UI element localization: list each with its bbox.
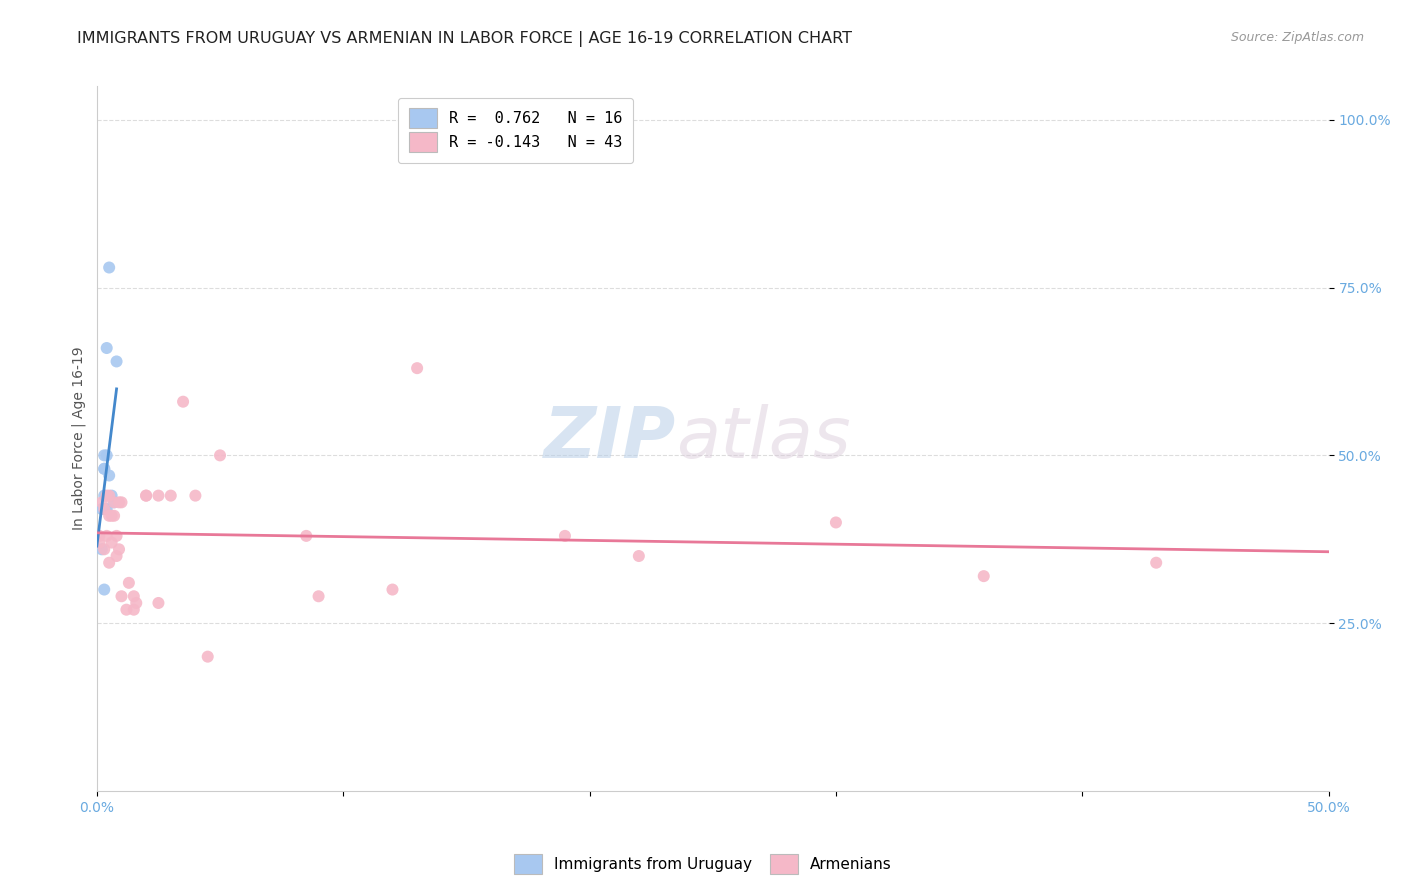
Point (98, 260, 121, 275)
Point (98, 489, 121, 503)
Point (93, 462, 115, 476)
Point (100, 489, 122, 503)
Point (98, 508, 121, 523)
Point (105, 549, 128, 563)
Point (110, 495, 132, 509)
Point (90, 542, 112, 557)
Text: atlas: atlas (676, 404, 851, 473)
Point (122, 589, 145, 603)
Point (108, 542, 131, 557)
Point (96, 341, 118, 355)
Point (103, 508, 125, 523)
Point (89, 529, 111, 543)
Point (96, 502, 118, 516)
Point (135, 489, 157, 503)
Point (135, 489, 157, 503)
Point (159, 489, 181, 503)
Point (93, 502, 115, 516)
Point (197, 649, 219, 664)
Point (93, 502, 115, 516)
Point (184, 489, 207, 503)
Point (98, 468, 121, 483)
Point (381, 582, 404, 597)
Point (105, 354, 128, 368)
Point (115, 603, 138, 617)
Y-axis label: In Labor Force | Age 16-19: In Labor Force | Age 16-19 (72, 347, 86, 531)
Point (100, 508, 122, 523)
Point (627, 549, 650, 563)
Point (406, 361, 429, 376)
Point (100, 535, 122, 549)
Point (96, 489, 118, 503)
Point (973, 569, 995, 583)
Point (93, 489, 115, 503)
Legend: Immigrants from Uruguay, Armenians: Immigrants from Uruguay, Armenians (508, 848, 898, 880)
Point (98, 556, 121, 570)
Point (96, 529, 118, 543)
Point (554, 529, 576, 543)
Point (208, 449, 231, 463)
Point (148, 596, 170, 610)
Point (90, 495, 112, 509)
Point (825, 516, 848, 530)
Point (110, 589, 132, 603)
Point (103, 495, 125, 509)
Point (118, 575, 141, 590)
Point (93, 542, 115, 557)
Legend: R =  0.762   N = 16, R = -0.143   N = 43: R = 0.762 N = 16, R = -0.143 N = 43 (398, 97, 633, 162)
Point (93, 462, 115, 476)
Point (108, 495, 131, 509)
Point (90, 502, 112, 516)
Point (148, 489, 170, 503)
Point (122, 603, 145, 617)
Point (308, 589, 330, 603)
Text: Source: ZipAtlas.com: Source: ZipAtlas.com (1230, 31, 1364, 45)
Point (103, 495, 125, 509)
Point (1144, 556, 1167, 570)
Text: ZIP: ZIP (544, 404, 676, 473)
Point (93, 449, 115, 463)
Point (295, 529, 318, 543)
Point (96, 449, 118, 463)
Point (105, 529, 128, 543)
Point (125, 596, 148, 610)
Text: IMMIGRANTS FROM URUGUAY VS ARMENIAN IN LABOR FORCE | AGE 16-19 CORRELATION CHART: IMMIGRANTS FROM URUGUAY VS ARMENIAN IN L… (77, 31, 852, 47)
Point (93, 582, 115, 597)
Point (172, 394, 194, 409)
Point (89, 535, 111, 549)
